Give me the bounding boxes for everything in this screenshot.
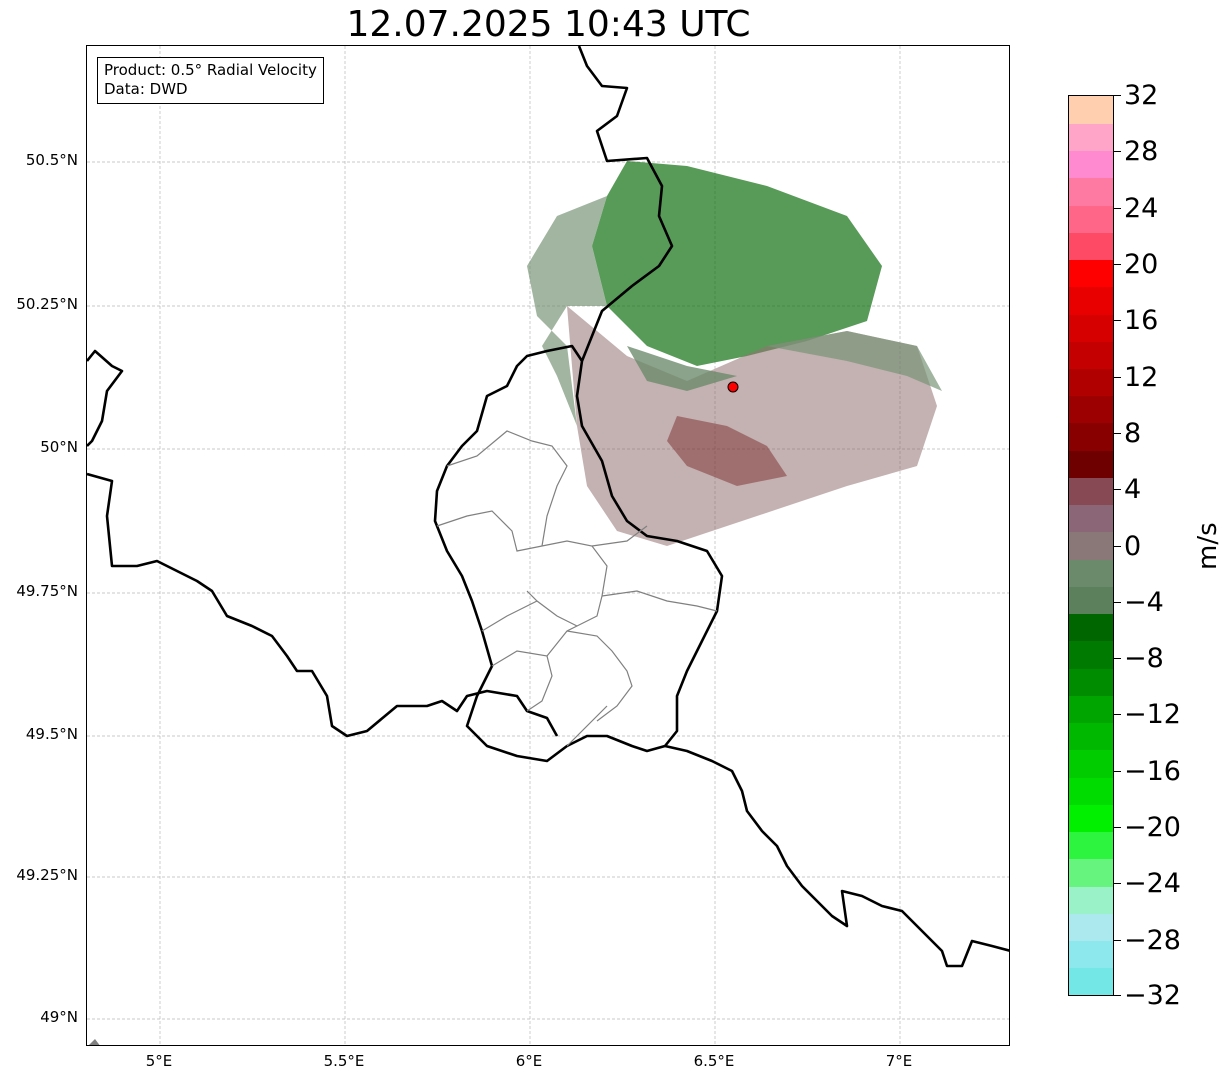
colorbar-label: 8 bbox=[1124, 418, 1142, 449]
colorbar-tick bbox=[1114, 377, 1121, 378]
y-tick-label: 49.25°N bbox=[16, 866, 78, 884]
colorbar-segment bbox=[1069, 531, 1113, 560]
y-tick-label: 50°N bbox=[40, 438, 78, 456]
x-tick-label: 6.5°E bbox=[693, 1052, 735, 1070]
map-title: 12.07.2025 10:43 UTC bbox=[346, 4, 751, 45]
colorbar-label: 28 bbox=[1124, 136, 1159, 167]
country-borders bbox=[87, 46, 1009, 968]
colorbar-label: −4 bbox=[1124, 587, 1164, 618]
radar-echoes bbox=[527, 161, 942, 546]
colorbar-segment bbox=[1069, 232, 1113, 261]
colorbar-segment bbox=[1069, 913, 1113, 942]
colorbar-segment bbox=[1069, 940, 1113, 969]
colorbar-tick bbox=[1114, 264, 1121, 265]
colorbar-segment bbox=[1069, 777, 1113, 805]
colorbar-segment bbox=[1069, 286, 1113, 315]
colorbar-label: −16 bbox=[1124, 756, 1181, 787]
colorbar-label: −12 bbox=[1124, 699, 1181, 730]
colorbar-segment bbox=[1069, 695, 1113, 724]
colorbar-segment bbox=[1069, 722, 1113, 751]
colorbar-label: −24 bbox=[1124, 868, 1181, 899]
colorbar-segment bbox=[1069, 804, 1113, 833]
colorbar-segment bbox=[1069, 395, 1113, 424]
y-tick-label: 49.75°N bbox=[16, 582, 78, 600]
x-tick-label: 7°E bbox=[885, 1052, 913, 1070]
y-tick-label: 49.5°N bbox=[25, 725, 78, 743]
colorbar-label: 0 bbox=[1124, 531, 1142, 562]
colorbar-label: −32 bbox=[1124, 980, 1181, 1011]
colorbar-label: 24 bbox=[1124, 193, 1159, 224]
y-tick-label: 50.25°N bbox=[16, 295, 78, 313]
product-info-box: Product: 0.5° Radial Velocity Data: DWD bbox=[97, 57, 324, 104]
colorbar-segment bbox=[1069, 341, 1113, 369]
colorbar-segment bbox=[1069, 613, 1113, 642]
colorbar-segment bbox=[1069, 150, 1113, 179]
colorbar-label: 32 bbox=[1124, 80, 1159, 111]
radar-site-marker bbox=[727, 381, 739, 393]
colorbar-segment bbox=[1069, 640, 1113, 669]
canton-borders bbox=[436, 430, 718, 747]
colorbar-segment bbox=[1069, 858, 1113, 887]
velocity-colorbar bbox=[1068, 95, 1114, 996]
colorbar-segment bbox=[1069, 259, 1113, 288]
colorbar-segment bbox=[1069, 668, 1113, 696]
colorbar-tick bbox=[1114, 151, 1121, 152]
x-tick-label: 6°E bbox=[515, 1052, 543, 1070]
colorbar-unit-label: m/s bbox=[1193, 522, 1223, 570]
colorbar-tick bbox=[1114, 827, 1121, 828]
colorbar-tick bbox=[1114, 95, 1121, 96]
colorbar-label: 16 bbox=[1124, 305, 1159, 336]
colorbar-label: 12 bbox=[1124, 362, 1159, 393]
y-tick-label: 49°N bbox=[40, 1008, 78, 1026]
colorbar-segment bbox=[1069, 749, 1113, 778]
colorbar-tick bbox=[1114, 771, 1121, 772]
colorbar-label: −28 bbox=[1124, 925, 1181, 956]
colorbar-label: −20 bbox=[1124, 812, 1181, 843]
colorbar-segment bbox=[1069, 586, 1113, 615]
colorbar-tick bbox=[1114, 940, 1121, 941]
colorbar-tick bbox=[1114, 995, 1121, 996]
colorbar-segment bbox=[1069, 831, 1113, 860]
colorbar-label: 20 bbox=[1124, 249, 1159, 280]
colorbar-segment bbox=[1069, 177, 1113, 206]
x-tick-label: 5°E bbox=[145, 1052, 173, 1070]
colorbar-segment bbox=[1069, 477, 1113, 506]
gridlines bbox=[87, 46, 1009, 1045]
data-source-label: Data: DWD bbox=[104, 80, 188, 98]
colorbar-segment bbox=[1069, 450, 1113, 478]
colorbar-segment bbox=[1069, 504, 1113, 533]
colorbar-tick bbox=[1114, 489, 1121, 490]
radar-map[interactable] bbox=[86, 45, 1010, 1046]
colorbar-segment bbox=[1069, 123, 1113, 152]
colorbar-tick bbox=[1114, 658, 1121, 659]
colorbar-segment bbox=[1069, 886, 1113, 914]
colorbar-segment bbox=[1069, 204, 1113, 233]
colorbar-segment bbox=[1069, 313, 1113, 342]
colorbar-segment bbox=[1069, 96, 1113, 124]
colorbar-tick bbox=[1114, 546, 1121, 547]
colorbar-segment bbox=[1069, 559, 1113, 587]
colorbar-label: −8 bbox=[1124, 643, 1164, 674]
colorbar-tick bbox=[1114, 714, 1121, 715]
colorbar-segment bbox=[1069, 368, 1113, 397]
colorbar-tick bbox=[1114, 320, 1121, 321]
colorbar-tick bbox=[1114, 433, 1121, 434]
colorbar-segment bbox=[1069, 967, 1113, 995]
colorbar-tick bbox=[1114, 602, 1121, 603]
product-label: Product: 0.5° Radial Velocity bbox=[104, 61, 317, 79]
colorbar-segment bbox=[1069, 422, 1113, 451]
x-tick-label: 5.5°E bbox=[323, 1052, 365, 1070]
colorbar-tick bbox=[1114, 208, 1121, 209]
colorbar-label: 4 bbox=[1124, 474, 1142, 505]
colorbar-tick bbox=[1114, 883, 1121, 884]
map-canvas bbox=[87, 46, 1009, 1045]
y-tick-label: 50.5°N bbox=[25, 151, 78, 169]
